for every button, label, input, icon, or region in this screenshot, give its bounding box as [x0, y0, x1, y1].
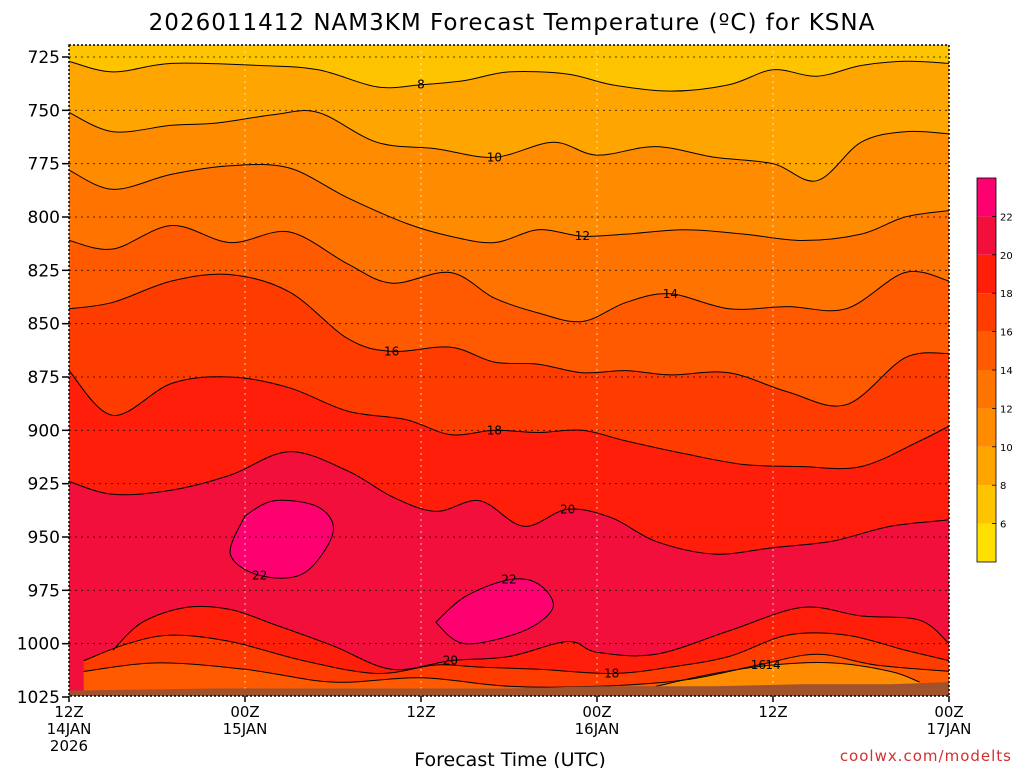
isotherm-label: 16 — [384, 344, 399, 358]
x-tick-label: 16JAN — [575, 720, 620, 738]
x-tick-label: 17JAN — [927, 720, 972, 738]
y-tick-label: 1000 — [17, 635, 60, 655]
x-tick-label: 15JAN — [223, 720, 268, 738]
isotherm-label: 18 — [604, 667, 619, 681]
colorbar-swatch — [977, 254, 996, 294]
colorbar-swatch — [977, 178, 996, 217]
y-tick-label: 800 — [28, 208, 60, 228]
y-tick-label: 750 — [28, 101, 60, 121]
y-tick-label: 925 — [28, 475, 60, 495]
y-tick-label: 850 — [28, 315, 60, 335]
colorbar-swatch — [977, 293, 996, 332]
isotherm-label: 16 — [751, 658, 766, 672]
colorbar-swatch — [977, 216, 996, 255]
y-tick-label: 725 — [28, 48, 60, 68]
y-tick-label: 1025 — [17, 688, 60, 708]
x-tick-label: 12Z — [54, 703, 83, 721]
x-tick-label: 00Z — [934, 703, 963, 721]
isotherm-label: 22 — [252, 568, 267, 582]
isotherm-line-8 — [69, 60, 949, 92]
terrain-surface — [69, 682, 949, 696]
isotherm-label: 10 — [487, 150, 502, 164]
isotherm-label: 14 — [765, 658, 780, 672]
y-tick-label: 775 — [28, 155, 60, 175]
colorbar-label: 6 — [1000, 520, 1006, 531]
x-tick-label: 14JAN — [47, 720, 92, 738]
colorbar-label: 20 — [1000, 251, 1013, 262]
colorbar-label: 12 — [1000, 404, 1013, 415]
colorbar-swatch — [977, 408, 996, 447]
colorbar-swatch — [977, 446, 996, 486]
y-tick-label: 900 — [28, 421, 60, 441]
colorbar-swatch — [977, 370, 996, 409]
isotherm-line-16 — [69, 273, 949, 407]
isotherm-line-20 — [69, 451, 949, 555]
isotherm-line-10 — [69, 110, 949, 182]
isotherm-line-14 — [655, 662, 920, 687]
isotherm-label: 12 — [575, 229, 590, 243]
chart-title: 2026011412 NAM3KM Forecast Temperature (… — [149, 10, 876, 36]
temperature-pocket — [230, 500, 334, 579]
colorbar-swatch — [977, 331, 996, 370]
isotherm-label: 8 — [417, 78, 425, 92]
isotherm-line-12 — [69, 163, 949, 244]
colorbar-label: 10 — [1000, 443, 1013, 454]
temperature-pocket — [435, 578, 554, 644]
credit-text: coolwx.com/modelts — [840, 747, 1012, 765]
colorbar-label: 16 — [1000, 328, 1013, 339]
x-axis-label: Forecast Time (UTC) — [414, 749, 605, 768]
y-axis: 725 750 775 800 825 850 875 900 925 950 975 1000 102… — [17, 48, 69, 708]
colorbar-swatch — [977, 523, 996, 562]
isotherm-line-20 — [112, 605, 949, 671]
colorbar-label: 14 — [1000, 366, 1013, 377]
isotherm-line-14 — [69, 224, 949, 323]
x-tick-label: 00Z — [230, 703, 259, 721]
x-tick-label: 2026 — [50, 737, 88, 755]
isotherm-label: 20 — [443, 654, 458, 668]
y-tick-label: 875 — [28, 368, 60, 388]
colorbar-label: 22 — [1000, 212, 1013, 223]
isotherm-line-22 — [435, 578, 554, 645]
x-tick-label: 12Z — [406, 703, 435, 721]
isotherm-label: 22 — [501, 573, 516, 587]
isotherm-lines — [69, 60, 949, 688]
y-tick-label: 825 — [28, 261, 60, 281]
colorbar-label: 8 — [1000, 481, 1006, 492]
colorbar-swatch — [977, 485, 996, 524]
isotherm-line-18 — [69, 370, 949, 470]
y-tick-label: 950 — [28, 528, 60, 548]
isotherm-label: 14 — [663, 287, 678, 301]
isotherm-label: 20 — [560, 502, 575, 516]
y-tick-label: 975 — [28, 581, 60, 601]
isotherm-line-22 — [229, 499, 334, 579]
plot-area — [69, 45, 949, 696]
isotherm-line-18 — [83, 632, 949, 675]
colorbar-label: 18 — [1000, 289, 1013, 300]
isotherm-line-16 — [83, 653, 949, 688]
isotherm-label: 18 — [487, 423, 502, 437]
x-tick-label: 12Z — [758, 703, 787, 721]
grid-lines — [69, 45, 949, 696]
colorbar: 6 8 10 12 14 16 18 20 22 — [976, 177, 1013, 563]
x-tick-label: 00Z — [582, 703, 611, 721]
plot-frame — [68, 44, 950, 697]
